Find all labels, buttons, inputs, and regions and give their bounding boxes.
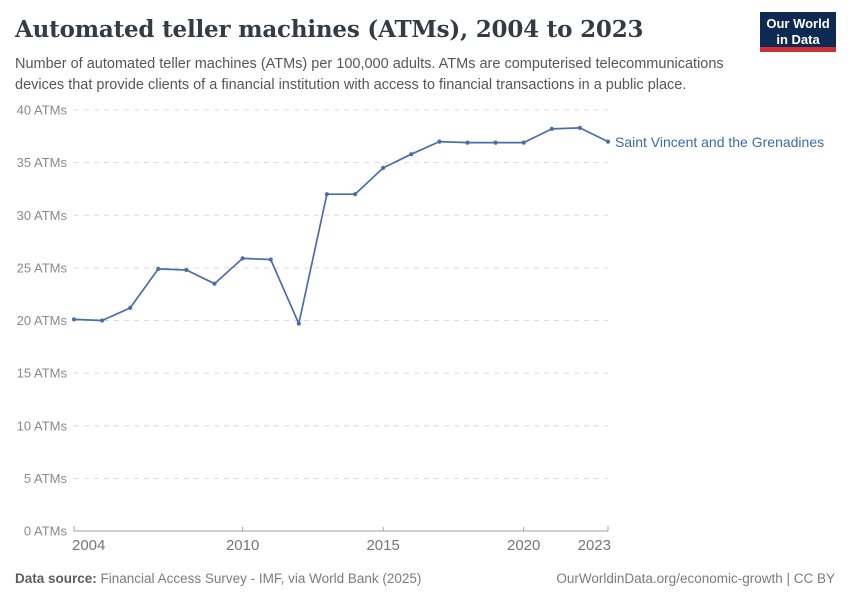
x-axis-tick-label: 2015 [366,537,399,554]
owid-logo-line1: Our World [766,16,830,31]
data-point [465,140,470,145]
attribution-link[interactable]: OurWorldinData.org/economic-growth | CC … [556,571,835,586]
data-point [437,139,442,144]
y-axis-tick-label: 5 ATMs [24,471,68,486]
data-source-label: Data source: [15,571,97,586]
y-axis-tick-label: 10 ATMs [17,418,68,433]
x-axis-tick-label: 2023 [578,537,611,554]
data-point [268,257,273,262]
chart-subtitle-line2: devices that provide clients of a financ… [15,77,687,93]
data-source-text: Financial Access Survey - IMF, via World… [96,571,422,586]
owid-logo[interactable]: Our World in Data [760,12,836,52]
series-label[interactable]: Saint Vincent and the Grenadines [615,134,825,150]
y-axis-tick-label: 35 ATMs [17,155,68,170]
y-axis-tick-label: 15 ATMs [17,366,68,381]
data-point [549,126,554,131]
y-axis-tick-label: 25 ATMs [17,260,68,275]
data-point [409,152,414,157]
y-axis-tick-label: 30 ATMs [17,208,68,223]
data-point [156,266,161,271]
data-point [493,140,498,145]
data-point [296,321,301,326]
data-source-note: Data source: Financial Access Survey - I… [15,571,421,586]
x-axis-tick-label: 2010 [226,537,259,554]
data-line [73,127,609,325]
data-point [353,192,358,197]
data-point [100,318,105,323]
x-axis-tick-label: 2020 [507,537,540,554]
data-point [381,165,386,170]
x-axis-tick-label: 2004 [72,537,105,554]
chart-footer: Data source: Financial Access Survey - I… [15,571,835,586]
data-point [240,256,245,261]
owid-logo-line2: in Data [776,32,820,47]
data-point [184,267,189,273]
data-point [212,281,217,286]
page-title: Automated teller machines (ATMs), 2004 t… [15,16,644,43]
chart-subtitle-line1: Number of automated teller machines (ATM… [15,56,724,72]
data-point [521,140,526,145]
y-axis-tick-label: 0 ATMs [24,524,68,539]
data-point [128,305,133,310]
y-axis-tick-label: 20 ATMs [17,313,68,328]
y-axis-tick-label: 40 ATMs [17,103,68,118]
data-point [71,317,77,322]
chart-subtitle: Number of automated teller machines (ATM… [15,54,760,96]
data-point [605,139,611,144]
data-point [324,192,329,197]
data-point [577,125,583,130]
